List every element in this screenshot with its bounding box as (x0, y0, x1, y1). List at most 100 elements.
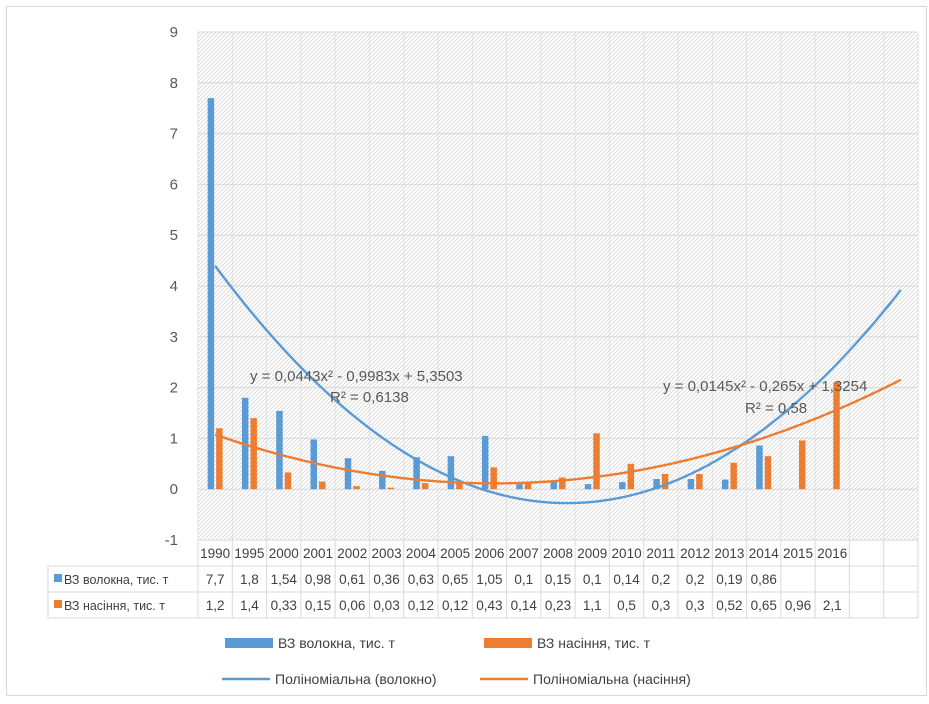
y-tick-label: 6 (170, 176, 178, 193)
bar-fiber (550, 481, 557, 490)
legend-label-fiber-trend: Поліноміальна (волокно) (275, 671, 437, 687)
x-category-label: 2002 (337, 546, 367, 561)
bar-seed (696, 473, 703, 490)
bar-fiber (310, 439, 317, 490)
bar-seed (799, 440, 806, 490)
data-label: 0,14 (511, 598, 538, 613)
data-label: 0,3 (651, 598, 670, 613)
y-tick-label: -1 (165, 532, 178, 549)
table-legend-key-fiber (54, 574, 62, 582)
bar-seed (559, 477, 566, 490)
data-label: 0,98 (305, 572, 331, 587)
data-label: 0,2 (651, 572, 670, 587)
data-label: 0,23 (545, 598, 571, 613)
x-category-label: 2008 (543, 546, 573, 561)
x-category-label: 2015 (783, 546, 813, 561)
bar-fiber (413, 457, 420, 490)
data-label: 0,65 (442, 572, 468, 587)
x-category-label: 2005 (440, 546, 470, 561)
x-category-label: 2016 (817, 546, 847, 561)
trend-r2-seed: R² = 0,58 (745, 400, 807, 417)
data-label: 0,03 (373, 598, 399, 613)
bar-seed (456, 483, 463, 490)
data-label: 0,96 (785, 598, 811, 613)
bar-fiber (756, 445, 763, 490)
x-category-label: 2006 (474, 546, 504, 561)
data-label: 0,1 (514, 572, 533, 587)
bar-seed (421, 483, 429, 490)
trend-r2-fiber: R² = 0,6138 (330, 389, 409, 406)
bar-fiber (721, 479, 729, 490)
y-tick-label: 9 (170, 24, 178, 41)
x-category-label: 1995 (234, 546, 264, 561)
data-label: 0,12 (442, 598, 468, 613)
bar-fiber (207, 98, 215, 490)
y-tick-label: 5 (170, 227, 178, 244)
data-label: 0,3 (686, 598, 705, 613)
y-tick-label: 7 (170, 126, 178, 143)
legend-key-fiber-bars (225, 638, 273, 648)
data-label: 0,5 (617, 598, 636, 613)
x-category-label: 2013 (714, 546, 744, 561)
x-category-label: 2003 (372, 546, 402, 561)
x-category-label: 2000 (269, 546, 299, 561)
x-category-label: 2001 (303, 546, 333, 561)
bar-seed (353, 486, 360, 490)
trendline-seed (214, 378, 902, 485)
bar-fiber (379, 470, 386, 490)
legend-label-seed-trend: Поліноміальна (насіння) (533, 671, 691, 687)
x-category-label: 2009 (577, 546, 607, 561)
data-label: 1,54 (271, 572, 298, 587)
bar-fiber (653, 479, 660, 490)
bar-fiber (619, 482, 626, 490)
y-tick-label: 3 (170, 329, 178, 346)
bar-seed (661, 473, 669, 490)
data-label: 0,33 (271, 598, 297, 613)
bar-fiber (447, 456, 455, 490)
legend-label-fiber-bars: ВЗ волокна, тис. т (278, 635, 396, 651)
data-label: 0,86 (751, 572, 777, 587)
y-tick-label: 1 (170, 430, 178, 447)
bar-seed (250, 418, 257, 490)
data-label: 0,36 (373, 572, 399, 587)
bar-seed (319, 481, 326, 490)
data-label: 1,1 (583, 598, 602, 613)
bar-fiber (344, 458, 352, 490)
bar-seed (216, 428, 223, 490)
data-label: 7,7 (206, 572, 225, 587)
data-label: 1,05 (476, 572, 502, 587)
data-label: 0,2 (686, 572, 705, 587)
data-label: 0,15 (305, 598, 331, 613)
x-category-label: 1990 (200, 546, 230, 561)
bar-seed (833, 382, 840, 490)
data-label: 0,63 (408, 572, 434, 587)
legend-label-seed-bars: ВЗ насіння, тис. т (537, 635, 651, 651)
y-tick-label: 8 (170, 75, 178, 92)
data-label: 0,12 (408, 598, 434, 613)
data-label: 0,52 (716, 598, 742, 613)
trend-equation-seed: y = 0,0145x² - 0,265x + 1,3254 (663, 378, 867, 395)
table-series-name: ВЗ насіння, тис. т (64, 599, 165, 613)
bar-fiber (276, 410, 283, 490)
data-label: 0,1 (583, 572, 602, 587)
bar-seed (490, 467, 497, 490)
bar-seed (593, 433, 600, 490)
data-label: 0,15 (545, 572, 571, 587)
data-label: 0,61 (339, 572, 365, 587)
table-legend-key-seed (54, 600, 62, 608)
data-label: 2,1 (823, 598, 842, 613)
data-label: 0,19 (716, 572, 742, 587)
data-label: 1,2 (206, 598, 225, 613)
y-tick-label: 2 (170, 380, 178, 397)
x-category-label: 2014 (749, 546, 780, 561)
table-series-name: ВЗ волокна, тис. т (64, 573, 169, 587)
bar-seed (627, 463, 635, 490)
bar-seed (764, 456, 772, 490)
x-category-label: 2012 (680, 546, 710, 561)
bar-fiber (687, 479, 695, 490)
bar-seed (730, 462, 737, 490)
x-category-label: 2007 (509, 546, 539, 561)
data-label: 1,4 (240, 598, 259, 613)
data-label: 0,06 (339, 598, 365, 613)
